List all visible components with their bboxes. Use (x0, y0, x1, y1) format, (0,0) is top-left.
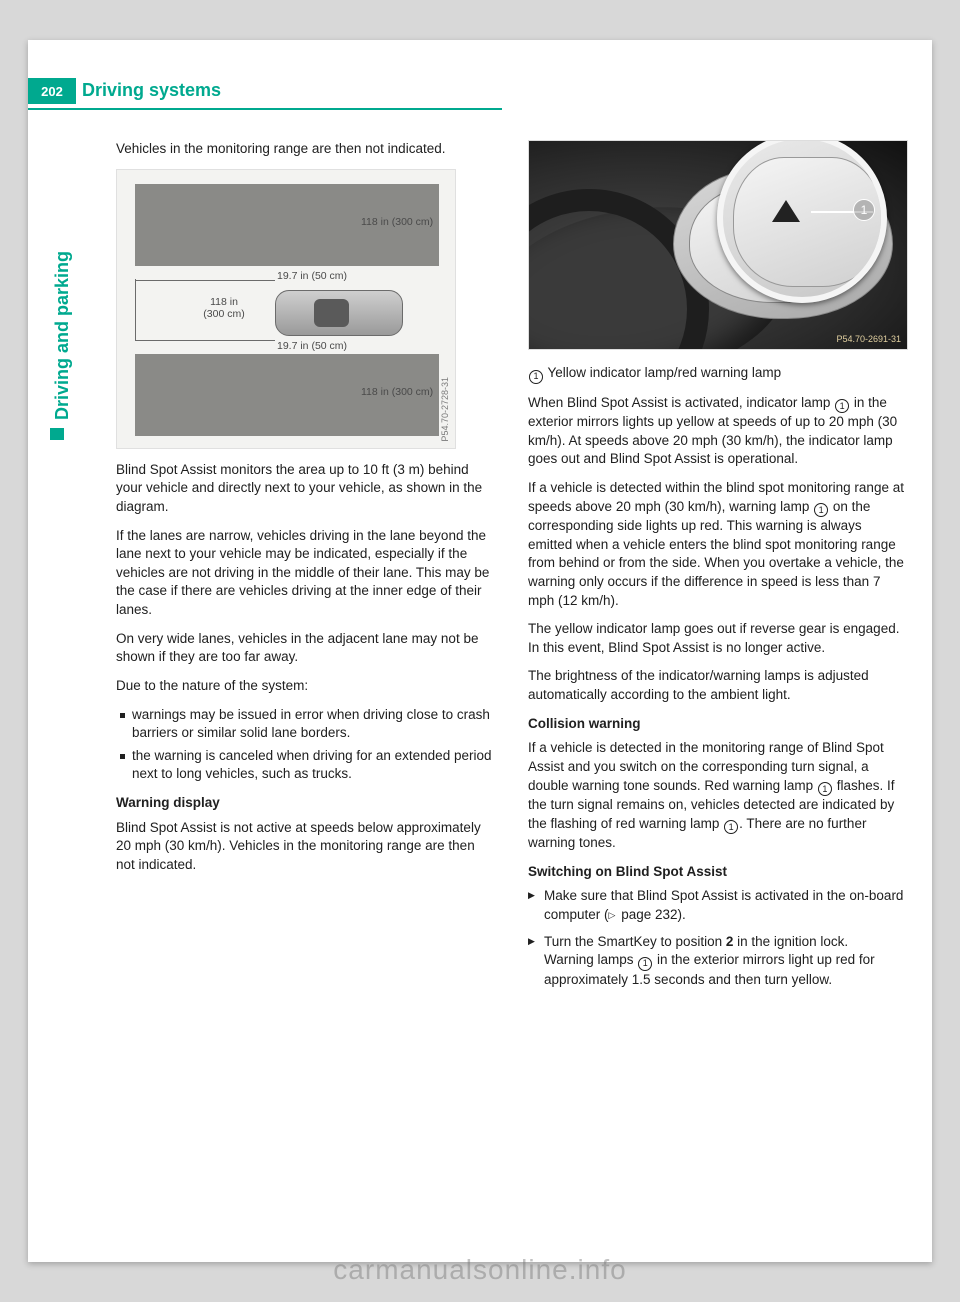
t: Make sure that Blind Spot Assist is acti… (544, 888, 903, 922)
caption-text: Yellow indicator lamp/red warning lamp (548, 365, 782, 380)
t: on the corresponding side lights up red.… (528, 499, 904, 608)
subheading: Collision warning (528, 715, 908, 734)
text: Due to the nature of the system: (116, 677, 496, 696)
text: Blind Spot Assist monitors the area up t… (116, 461, 496, 517)
triangle-icon: ▷ (609, 909, 616, 921)
watermark: carmanualsonline.info (0, 1254, 960, 1286)
dim-label: 118 in (300 cm) (361, 216, 433, 229)
dim-line (135, 280, 275, 281)
figure-caption: 1 Yellow indicator lamp/red warning lamp (528, 364, 908, 384)
list-item: Make sure that Blind Spot Assist is acti… (528, 887, 908, 924)
circled-1-icon: 1 (529, 370, 543, 384)
monitoring-range-diagram: 118 in (300 cm) 19.7 in (50 cm) 118 in (… (116, 169, 456, 449)
dim-label: 19.7 in (50 cm) (277, 270, 347, 283)
text: On very wide lanes, vehicles in the adja… (116, 630, 496, 667)
zoom-circle: 1 (717, 140, 887, 303)
t: in the ignition lock. (733, 934, 848, 949)
t: Turn the SmartKey to position (544, 934, 726, 949)
text: The yellow indicator lamp goes out if re… (528, 620, 908, 657)
list-item: the warning is canceled when driving for… (116, 747, 496, 784)
diagram-code: P54.70-2728-31 (439, 377, 451, 442)
list-item: Turn the SmartKey to position 2 in the i… (528, 933, 908, 990)
triangle-icon (772, 200, 800, 222)
manual-page: 202 Driving systems Driving and parking … (28, 40, 932, 1262)
dim-line (135, 279, 136, 341)
page-number: 202 (41, 84, 63, 99)
diagram-code: P54.70-2691-31 (836, 333, 901, 345)
step-list: Make sure that Blind Spot Assist is acti… (528, 887, 908, 989)
text: If a vehicle is detected in the monitori… (528, 739, 908, 853)
circled-1-icon: 1 (835, 399, 849, 413)
text: If a vehicle is detected within the blin… (528, 479, 908, 610)
text: Vehicles in the monitoring range are the… (116, 140, 496, 159)
dim-label: 19.7 in (50 cm) (277, 340, 347, 353)
callout-1: 1 (853, 199, 875, 221)
t: page 232). (617, 907, 685, 922)
dim-label: 118 in (300 cm) (189, 296, 259, 321)
zoom-mirror (733, 157, 883, 287)
dim-line (135, 340, 275, 341)
page-title: Driving systems (82, 80, 221, 101)
side-tab-label: Driving and parking (52, 251, 73, 420)
text: If the lanes are narrow, vehicles drivin… (116, 527, 496, 620)
vehicle-icon (275, 290, 403, 336)
side-tab-marker (50, 428, 64, 440)
t: (300 cm) (203, 308, 244, 320)
t: Warning lamps (544, 952, 637, 967)
left-column: Vehicles in the monitoring range are the… (116, 140, 496, 885)
text: Blind Spot Assist is not active at speed… (116, 819, 496, 875)
circled-1-icon: 1 (638, 957, 652, 971)
text: When Blind Spot Assist is activated, ind… (528, 394, 908, 469)
t: When Blind Spot Assist is activated, ind… (528, 395, 834, 410)
subheading: Switching on Blind Spot Assist (528, 863, 908, 882)
circled-1-icon: 1 (724, 820, 738, 834)
t: 118 in (210, 296, 238, 308)
text: The brightness of the indicator/warning … (528, 667, 908, 704)
mirror-diagram: 1 P54.70-2691-31 (528, 140, 908, 350)
circled-1-icon: 1 (814, 503, 828, 517)
list-item: warnings may be issued in error when dri… (116, 706, 496, 743)
page-number-box: 202 (28, 78, 76, 104)
subheading: Warning display (116, 794, 496, 813)
right-column: 1 P54.70-2691-31 1 Yellow indicator lamp… (528, 140, 908, 999)
bullet-list: warnings may be issued in error when dri… (116, 706, 496, 785)
dim-label: 118 in (300 cm) (361, 386, 433, 399)
callout-label: 1 (861, 202, 868, 219)
circled-1-icon: 1 (818, 782, 832, 796)
header-rule (28, 108, 502, 110)
